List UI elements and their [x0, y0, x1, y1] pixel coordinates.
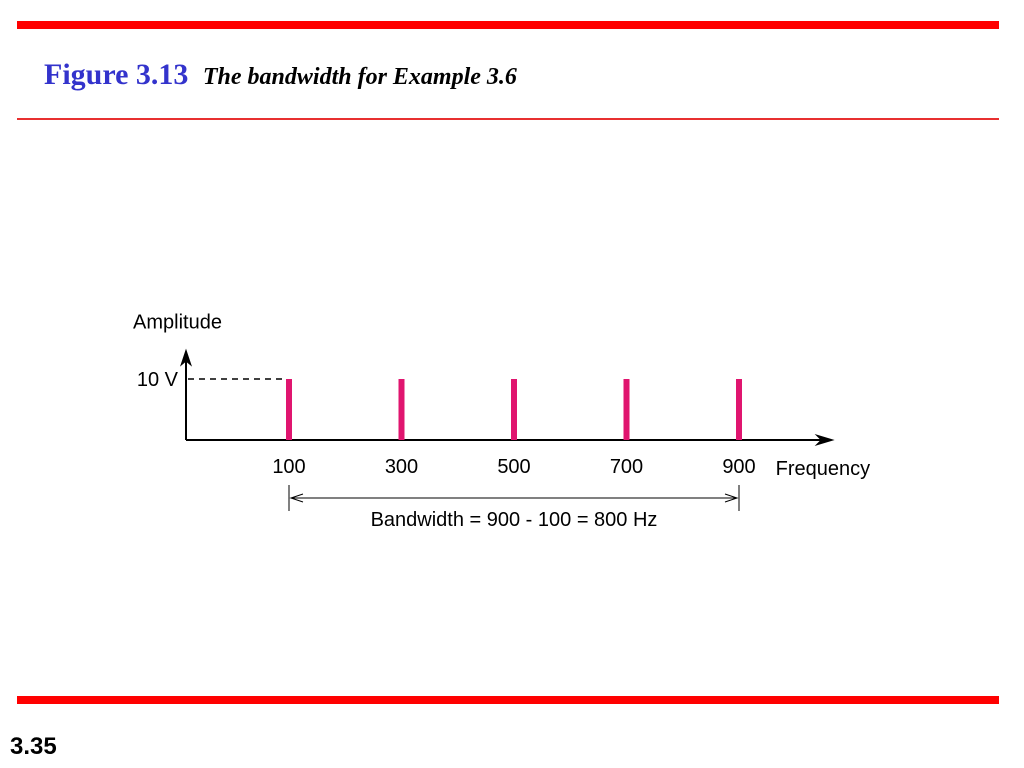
bandwidth-annotation-label: Bandwidth = 900 - 100 = 800 Hz [371, 509, 658, 531]
x-tick-label: 300 [385, 456, 418, 478]
spectral-bar [286, 379, 292, 440]
spectral-bar [398, 379, 405, 440]
title-underline-rule [17, 118, 999, 120]
y-axis-arrowhead [180, 348, 192, 367]
figure-caption: The bandwidth for Example 3.6 [202, 64, 517, 90]
y-axis-title: Amplitude [133, 312, 222, 334]
x-tick-label: 500 [497, 456, 530, 478]
spectral-bar [736, 379, 742, 440]
x-axis-title: Frequency [776, 458, 871, 480]
bandwidth-arrow-right-head [724, 493, 739, 503]
figure-label: Figure 3.13 [44, 58, 189, 91]
bandwidth-arrow-left-head [289, 493, 304, 503]
figure-title: Figure 3.13 The bandwidth for Example 3.… [44, 58, 517, 92]
y-tick-label: 10 V [137, 369, 179, 391]
top-red-rule [17, 21, 999, 29]
x-tick-label: 900 [722, 456, 755, 478]
x-tick-label: 100 [272, 456, 305, 478]
x-tick-label: 700 [610, 456, 643, 478]
spectral-bar [623, 379, 630, 440]
slide-number: 3.35 [10, 733, 57, 760]
spectral-bar [511, 379, 517, 440]
x-axis-arrowhead [814, 434, 835, 446]
bottom-red-rule [17, 696, 999, 704]
